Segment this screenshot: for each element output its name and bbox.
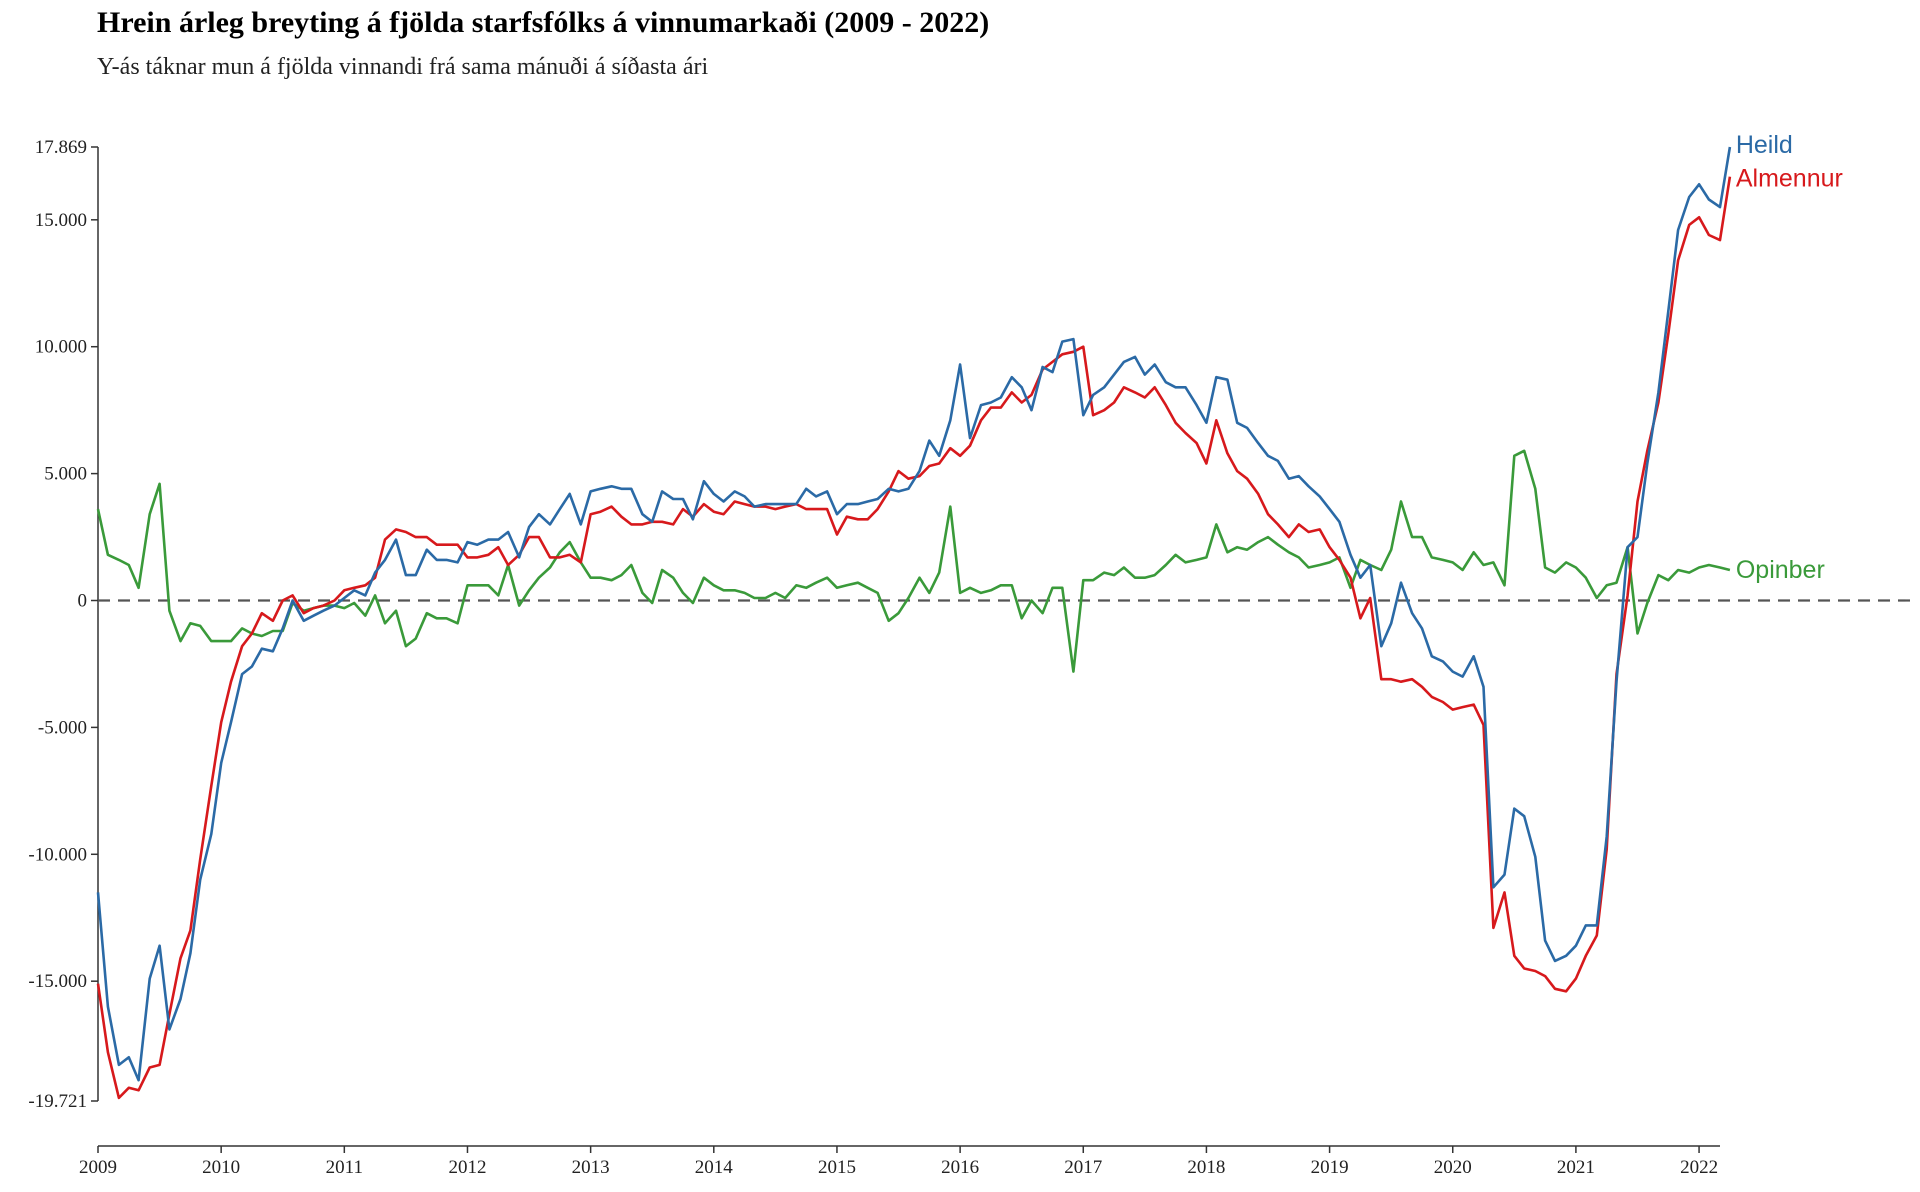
- x-tick-label: 2010: [202, 1157, 240, 1178]
- chart-axes: -19.721 -15.000 -10.000 -5.000 0 5.000 10.000 1…: [28, 137, 1720, 1178]
- series-line-opinber: [96, 449, 1731, 673]
- x-tick-label: 2009: [79, 1157, 117, 1178]
- x-tick-label: 2020: [1434, 1157, 1472, 1178]
- y-tick-label: -10.000: [28, 844, 87, 865]
- y-tick-label: 0: [78, 590, 88, 611]
- series-label-opinber: Opinber: [1736, 556, 1825, 584]
- series-labels: Opinber Almennur Heild: [1736, 131, 1843, 584]
- y-tick-label: 15.000: [35, 210, 87, 231]
- x-tick-label: 2015: [818, 1157, 856, 1178]
- y-tick-label: -19.721: [28, 1091, 87, 1112]
- x-tick-label: 2021: [1557, 1157, 1595, 1178]
- x-tick-label: 2011: [326, 1157, 363, 1178]
- x-tick-label: 2014: [695, 1157, 734, 1178]
- y-tick-label: -5.000: [38, 717, 87, 738]
- chart-subtitle: Y-ás táknar mun á fjölda vinnandi frá sa…: [97, 54, 709, 80]
- series-lines: [96, 146, 1732, 1100]
- y-tick-label: -15.000: [28, 971, 87, 992]
- series-line-almennur: [96, 176, 1732, 1100]
- x-tick-label: 2016: [941, 1157, 979, 1178]
- chart-title: Hrein árleg breyting á fjölda starfsfólk…: [97, 6, 990, 39]
- x-tick-label: 2012: [448, 1157, 486, 1178]
- y-tick-label: 10.000: [35, 337, 87, 358]
- y-tick-label: 5.000: [44, 464, 87, 485]
- x-tick-label: 2017: [1064, 1157, 1102, 1178]
- series-line-heild: [96, 146, 1732, 1082]
- x-tick-label: 2019: [1311, 1157, 1349, 1178]
- x-tick-label: 2013: [572, 1157, 610, 1178]
- series-label-heild: Heild: [1736, 131, 1793, 159]
- y-tick-label: 17.869: [35, 137, 87, 158]
- series-label-almennur: Almennur: [1736, 165, 1843, 193]
- x-tick-label: 2018: [1187, 1157, 1225, 1178]
- x-tick-label: 2022: [1680, 1157, 1718, 1178]
